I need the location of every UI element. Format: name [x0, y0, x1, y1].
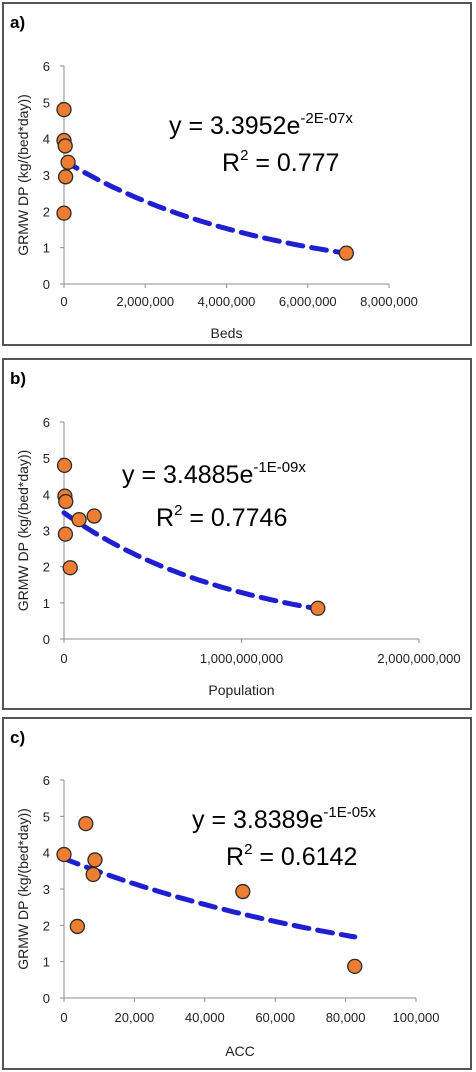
x-tick-label-b: 2,000,000,000 [377, 651, 460, 666]
x-tick-label-c: 20,000 [115, 1010, 155, 1025]
x-tick-label-c: 80,000 [326, 1010, 366, 1025]
r-squared-base-a: R [222, 149, 240, 177]
data-point-b [62, 560, 78, 576]
data-point-a [338, 245, 354, 261]
chart-a-svg: a) 0 1 2 3 4 5 6 0 2,000,000 4,000,000 6,000,000 8,0… [10, 13, 418, 341]
chart-panel-c: c) 0 1 2 3 4 5 6 0 20,000 40,000 60,000 80,000 100,00… [2, 717, 472, 1070]
r-squared-label-a: R2 = 0.777 [222, 147, 339, 177]
equation-exponent-c: -1E-05x [323, 804, 376, 821]
r-squared-base-c: R [226, 843, 244, 871]
x-tick-label-c: 0 [60, 1010, 67, 1025]
y-tick-label-b: 2 [43, 560, 50, 575]
data-point-a [56, 205, 72, 221]
trendline-b [61, 510, 321, 612]
equation-label-c: y = 3.8389e-1E-05x [192, 804, 376, 834]
equation-label-b: y = 3.4885e-1E-09x [122, 459, 306, 489]
x-tick-label-a: 4,000,000 [198, 294, 256, 309]
x-tick-label-a: 2,000,000 [116, 294, 174, 309]
data-point-a [56, 101, 72, 118]
r-squared-sup-b: 2 [174, 502, 182, 519]
y-tick-label-c: 0 [43, 991, 50, 1006]
r-squared-label-b: R2 = 0.7746 [156, 502, 287, 532]
x-tick-label-a: 8,000,000 [360, 294, 418, 309]
data-point-a [57, 138, 73, 154]
y-tick-label-a: 0 [43, 277, 50, 292]
y-tick-label-b: 6 [43, 415, 50, 430]
y-axis-title-a: GRMW DP (kg/(bed*day)) [15, 94, 31, 256]
x-tick-label-c: 100,000 [393, 1010, 440, 1025]
data-point-b [71, 511, 87, 528]
y-tick-label-c: 5 [43, 809, 50, 824]
data-point-c [56, 846, 72, 863]
y-tick-label-c: 6 [43, 773, 50, 788]
data-point-a [60, 154, 76, 170]
x-axis-title-c: ACC [225, 1043, 255, 1059]
y-tick-label-a: 4 [43, 132, 50, 147]
y-tick-label-b: 3 [43, 524, 50, 539]
r-squared-value-c: = 0.6142 [252, 843, 357, 871]
data-point-b [86, 508, 102, 524]
panel-label-c: c) [10, 728, 25, 747]
chart-panel-a: a) 0 1 2 3 4 5 6 0 2,000,000 4,000,000 6,000,000 8,0… [2, 2, 472, 346]
y-axis-title-c: GRMW DP (kg/(bed*day)) [15, 808, 31, 970]
data-point-c [69, 918, 86, 935]
r-squared-sup-a: 2 [240, 147, 248, 164]
y-tick-label-c: 1 [43, 955, 50, 970]
equation-exponent-a: -2E-07x [300, 110, 353, 127]
r-squared-value-a: = 0.777 [248, 149, 339, 177]
x-tick-label-a: 0 [60, 294, 67, 309]
x-tick-label-b: 1,000,000,000 [200, 651, 283, 666]
chart-panel-b: b) 0 1 2 3 4 5 6 0 1,000,000,000 2,000,000,000 Popu… [2, 358, 472, 710]
x-axis-title-a: Beds [211, 325, 243, 341]
data-point-c [87, 852, 103, 868]
y-tick-label-a: 3 [43, 168, 50, 183]
y-tick-label-b: 1 [43, 596, 50, 611]
y-tick-label-c: 4 [43, 846, 50, 861]
data-point-c [78, 815, 94, 832]
y-tick-label-c: 3 [43, 882, 50, 897]
y-axis-title-b: GRMW DP (kg/(bed*day)) [15, 450, 31, 612]
y-tick-label-b: 0 [43, 632, 50, 647]
data-point-b [310, 600, 326, 616]
chart-c-svg: c) 0 1 2 3 4 5 6 0 20,000 40,000 60,000 80,000 100,00… [10, 728, 440, 1059]
equation-label-a: y = 3.3952e-2E-07x [169, 110, 353, 140]
r-squared-value-b: = 0.7746 [182, 504, 287, 532]
trendline-c [61, 856, 358, 940]
y-tick-label-a: 6 [43, 59, 50, 74]
trendline-a [61, 158, 349, 256]
x-tick-label-b: 0 [60, 651, 67, 666]
data-point-c [85, 866, 101, 883]
r-squared-label-c: R2 = 0.6142 [226, 841, 357, 871]
x-tick-label-c: 60,000 [255, 1010, 295, 1025]
r-squared-base-b: R [156, 504, 174, 532]
y-tick-label-b: 4 [43, 487, 50, 502]
x-tick-label-c: 40,000 [185, 1010, 225, 1025]
y-tick-label-c: 2 [43, 918, 50, 933]
equation-exponent-b: -1E-09x [253, 459, 306, 476]
data-point-b [56, 457, 73, 474]
data-point-c [347, 958, 363, 975]
y-tick-label-b: 5 [43, 451, 50, 466]
chart-b-svg: b) 0 1 2 3 4 5 6 0 1,000,000,000 2,000,000,000 Popu… [10, 369, 461, 698]
equation-base-a: y = 3.3952e [169, 112, 300, 140]
equation-base-b: y = 3.4885e [122, 461, 253, 489]
panel-label-a: a) [10, 13, 25, 32]
panel-label-b: b) [10, 369, 26, 388]
equation-base-c: y = 3.8389e [192, 806, 323, 834]
x-tick-label-a: 6,000,000 [279, 294, 337, 309]
data-point-b [57, 526, 74, 542]
y-tick-label-a: 1 [43, 241, 50, 256]
y-tick-label-a: 5 [43, 95, 50, 110]
data-point-b [58, 493, 74, 510]
y-tick-label-a: 2 [43, 204, 50, 219]
x-axis-title-b: Population [208, 682, 274, 698]
data-point-c [235, 883, 251, 900]
r-squared-sup-c: 2 [244, 841, 252, 858]
data-point-a [57, 169, 74, 185]
